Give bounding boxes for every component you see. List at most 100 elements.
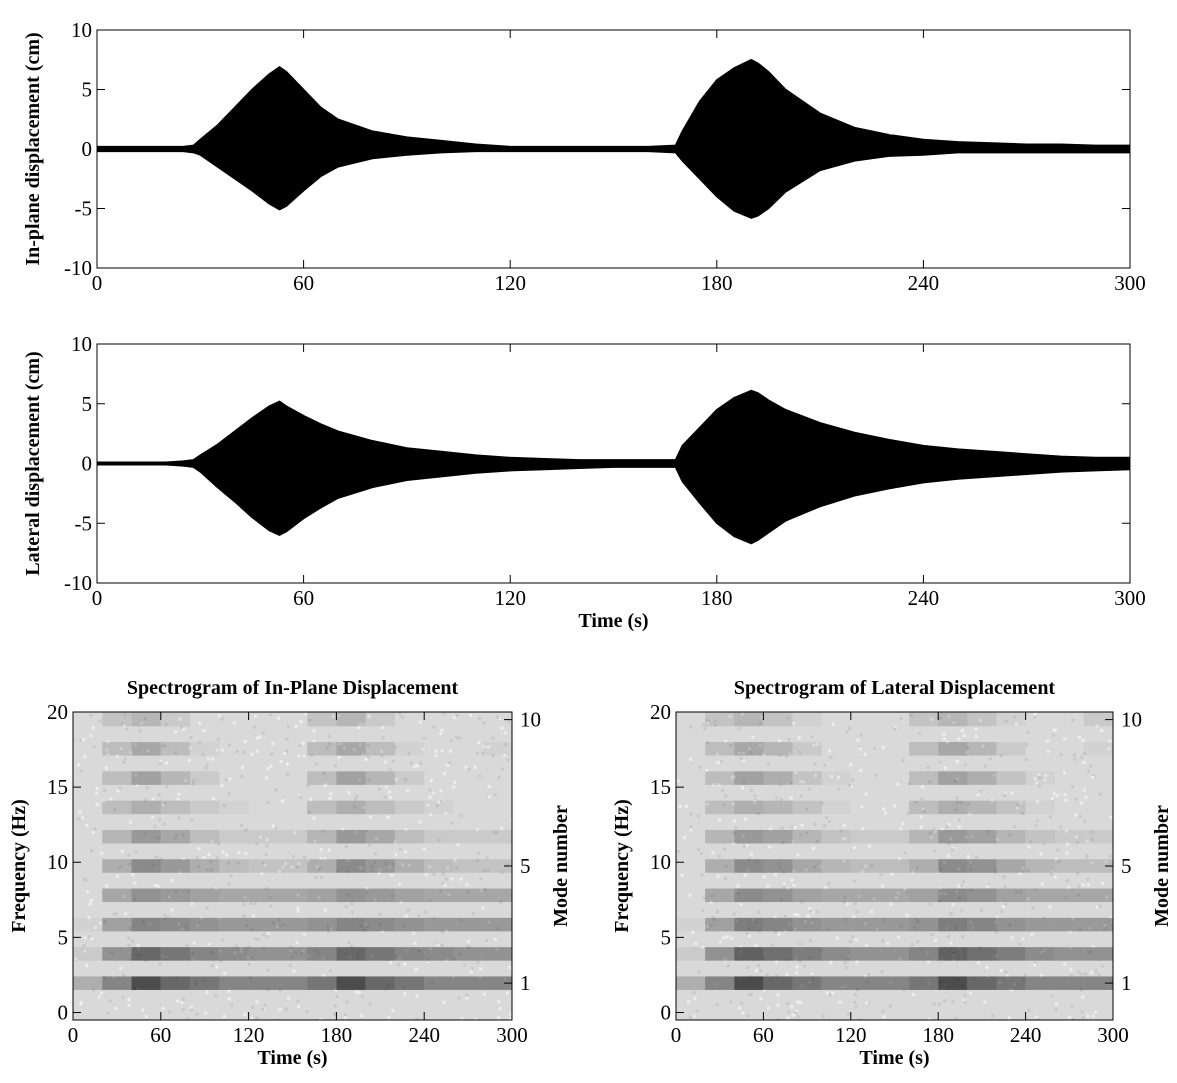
texture xyxy=(1014,722,1018,726)
texture xyxy=(1015,890,1019,894)
texture xyxy=(374,852,378,856)
texture xyxy=(701,945,705,949)
texture xyxy=(181,1008,185,1012)
texture xyxy=(196,856,200,860)
spectrogram-cell xyxy=(1054,976,1084,990)
texture xyxy=(100,851,104,855)
texture xyxy=(220,748,224,752)
texture xyxy=(1107,747,1111,751)
texture xyxy=(1108,854,1112,858)
y-axis-label: In-plane displacement (cm) xyxy=(22,32,44,265)
texture xyxy=(957,737,961,741)
texture xyxy=(422,847,426,851)
spectrogram-cell xyxy=(734,712,764,727)
texture xyxy=(689,757,693,761)
texture xyxy=(782,882,786,886)
texture xyxy=(779,783,783,787)
texture xyxy=(332,1012,336,1016)
spectrogram-cell xyxy=(453,829,483,844)
spectrogram-cell xyxy=(307,947,337,961)
texture xyxy=(86,889,90,893)
texture xyxy=(1042,842,1046,846)
texture xyxy=(957,825,961,829)
texture xyxy=(266,988,270,992)
texture xyxy=(1091,830,1095,834)
texture xyxy=(296,999,300,1003)
texture xyxy=(284,749,288,753)
texture xyxy=(1084,795,1088,799)
texture xyxy=(843,984,847,988)
texture xyxy=(823,886,827,890)
texture xyxy=(272,921,276,925)
texture xyxy=(148,922,152,926)
texture xyxy=(120,849,124,853)
spectrogram-cell xyxy=(909,859,939,873)
y-tick-label: 10 xyxy=(47,850,68,874)
texture xyxy=(1019,800,1023,804)
texture xyxy=(269,904,273,908)
spectrogram-cell xyxy=(879,917,910,932)
texture xyxy=(445,877,449,881)
texture xyxy=(740,712,744,716)
texture xyxy=(287,725,291,729)
spectrogram-cell xyxy=(190,888,220,903)
texture xyxy=(960,729,964,733)
texture xyxy=(312,729,316,733)
texture xyxy=(207,942,211,946)
y-tick-label: 0 xyxy=(58,1000,69,1024)
texture xyxy=(1071,917,1075,921)
texture xyxy=(236,861,240,865)
texture xyxy=(930,932,934,936)
spectrogram-cell xyxy=(73,918,102,932)
texture xyxy=(792,1013,796,1017)
texture xyxy=(741,1011,745,1015)
spectrogram-cell xyxy=(967,947,997,961)
texture xyxy=(916,866,920,870)
texture xyxy=(812,743,816,747)
texture xyxy=(1076,871,1080,875)
texture xyxy=(500,826,504,830)
texture xyxy=(693,996,697,1000)
texture xyxy=(1088,927,1092,931)
x-tick-label: 300 xyxy=(1097,1023,1129,1047)
spectrogram-cell xyxy=(73,742,102,756)
texture xyxy=(798,833,802,837)
texture xyxy=(94,791,98,795)
texture xyxy=(696,848,700,852)
texture xyxy=(216,738,220,742)
texture xyxy=(119,747,123,751)
texture xyxy=(767,1006,771,1010)
texture xyxy=(479,889,483,893)
spectrogram-cell xyxy=(394,859,425,873)
texture xyxy=(358,865,362,869)
x-tick-label: 300 xyxy=(496,1023,528,1047)
texture xyxy=(271,742,275,746)
texture xyxy=(365,829,369,833)
texture xyxy=(1081,1016,1085,1020)
texture xyxy=(312,739,316,743)
texture xyxy=(414,967,418,971)
spectrogram-cell xyxy=(483,801,512,815)
spectrogram-cell xyxy=(102,712,132,727)
texture xyxy=(394,853,398,857)
texture xyxy=(339,741,343,745)
texture xyxy=(1091,945,1095,949)
texture xyxy=(954,1016,958,1020)
x-tick-label: 120 xyxy=(494,586,526,610)
spectrogram-cell xyxy=(851,771,880,785)
texture xyxy=(445,929,449,933)
texture xyxy=(189,736,193,740)
texture xyxy=(482,745,486,749)
spectrogram-cell xyxy=(365,888,395,903)
spectrogram-cell xyxy=(938,771,968,785)
texture xyxy=(383,796,387,800)
spectrogram-cell xyxy=(938,742,968,756)
texture xyxy=(957,884,961,888)
spectrogram-cell xyxy=(131,829,161,844)
texture xyxy=(395,777,399,781)
texture xyxy=(842,824,846,828)
spectrogram-cell xyxy=(394,917,425,932)
texture xyxy=(387,1016,391,1020)
spectrogram-cell xyxy=(102,800,132,815)
texture xyxy=(194,979,198,983)
